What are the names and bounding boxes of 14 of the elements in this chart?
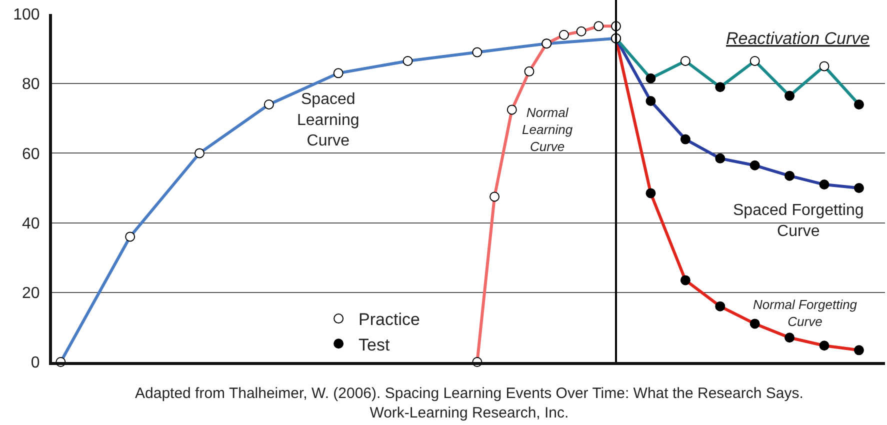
y-tick-label: 0 [30,354,40,372]
text: Adapted from Thalheimer, W. (2006). Spacing Learning Events Over Time: What the Research Says. Work-Learning Research, Inc. [135,385,804,422]
y-tick-label: 20 [22,285,40,302]
annotation: Normal Learning Curve [522,105,574,154]
annotation: Normal Forgetting Curve [753,297,858,329]
y-tick-label: 100 [13,6,40,24]
annotation: Reactivation Curve [726,29,870,48]
y-tick-label: 40 [22,215,40,232]
y-tick-label: 60 [22,146,40,163]
annotation: Spaced Learning Curve [297,91,360,150]
annotation: Spaced Forgetting Curve [733,202,864,240]
legend-label: Practice [358,310,420,330]
y-tick-label: 80 [22,76,40,94]
legend-label: Test [358,335,390,354]
